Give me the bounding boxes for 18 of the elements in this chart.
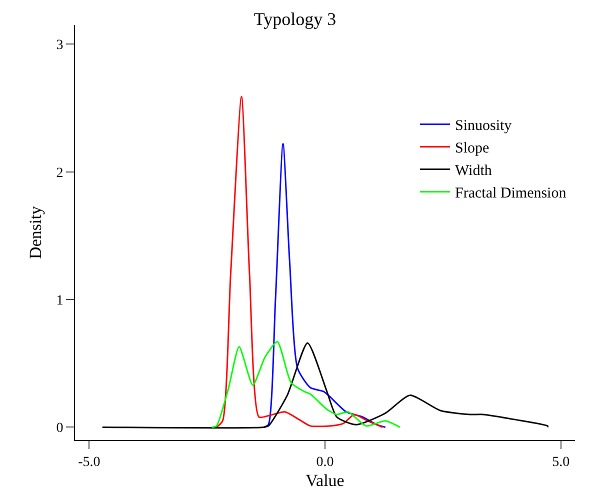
legend-label: Fractal Dimension	[455, 186, 567, 202]
legend-label: Sinuosity	[455, 118, 512, 134]
y-tick-label: 0	[56, 421, 64, 436]
legend-label: Width	[455, 163, 492, 180]
x-tick-label: -5.0	[78, 454, 100, 470]
y-tick-label: 2	[56, 166, 64, 181]
line-series	[211, 340, 401, 428]
line-series	[262, 143, 386, 428]
y-axis-title: Density	[26, 206, 45, 259]
y-tick-label: 1	[56, 293, 64, 308]
x-tick-label: 0.0	[316, 454, 334, 470]
y-tick-label: 3	[56, 38, 64, 54]
legend-label: Slope	[455, 140, 490, 157]
x-axis-title: Value	[306, 471, 344, 490]
line-series	[216, 96, 384, 428]
x-tick-label: 5.0	[552, 454, 570, 470]
chart-title: Typology 3	[254, 9, 336, 30]
line-series	[102, 342, 548, 429]
